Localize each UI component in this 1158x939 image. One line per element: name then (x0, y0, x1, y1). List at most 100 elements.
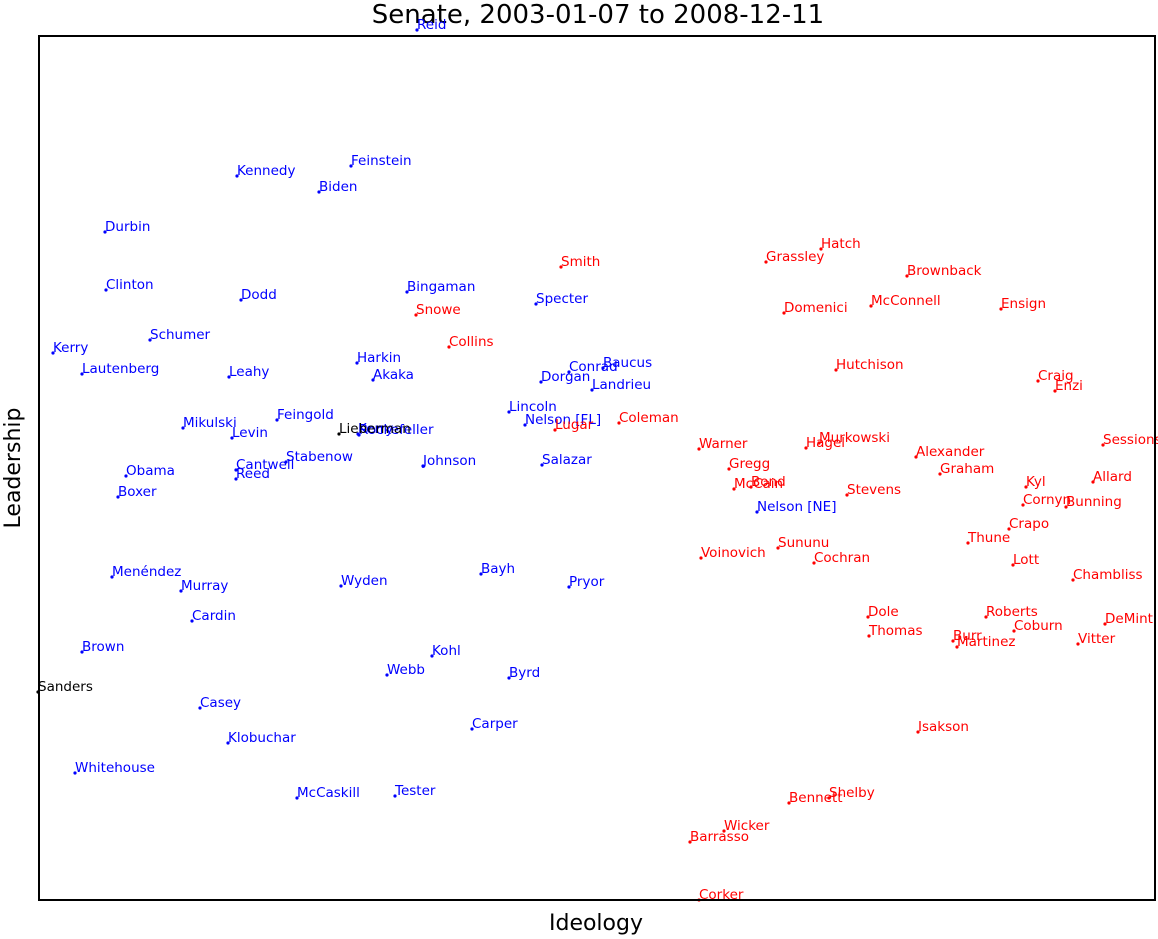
senator-point: Schumer (148, 327, 211, 343)
point-marker (804, 446, 808, 450)
point-marker (905, 274, 909, 278)
senator-point: Roberts (984, 604, 1038, 620)
point-marker (688, 840, 692, 844)
senator-point: Brownback (905, 263, 982, 279)
senator-point: Craig (1036, 368, 1074, 384)
point-label: Klobuchar (228, 730, 296, 746)
point-label: Johnson (422, 453, 476, 469)
point-label: Thomas (868, 623, 923, 639)
point-marker (430, 654, 434, 658)
senator-point: Burr (951, 628, 982, 644)
point-marker (414, 313, 418, 317)
point-label: Coburn (1014, 618, 1063, 634)
point-marker (479, 572, 483, 576)
point-marker (357, 433, 361, 437)
point-label: Akaka (373, 367, 414, 383)
senator-point: Wicker (722, 818, 770, 834)
point-marker (845, 493, 849, 497)
point-label: Nelson [NE] (757, 499, 836, 515)
point-marker (722, 829, 726, 833)
point-marker (239, 298, 243, 302)
point-label: Snowe (416, 302, 461, 318)
point-label: Murray (181, 578, 228, 594)
point-label: Webb (387, 662, 425, 678)
point-label: Lugar (555, 417, 594, 433)
point-label: Martinez (957, 634, 1015, 650)
point-label: DeMint (1105, 611, 1153, 627)
point-label: Lieberman (339, 421, 411, 437)
point-marker (235, 174, 239, 178)
point-label: Whitehouse (75, 760, 155, 776)
senator-point: Nelson [NE] (755, 499, 836, 515)
point-marker (699, 556, 703, 560)
point-label: Lautenberg (82, 361, 159, 377)
point-label: Landrieu (592, 377, 651, 393)
point-marker (371, 378, 375, 382)
point-marker (415, 28, 419, 32)
point-label: Kyl (1026, 474, 1046, 490)
senator-point: Carper (470, 716, 518, 732)
point-marker (1091, 480, 1095, 484)
point-label: Craig (1038, 368, 1074, 384)
point-marker (103, 230, 107, 234)
point-marker (355, 361, 359, 365)
point-label: Chambliss (1073, 567, 1143, 583)
point-label: McConnell (871, 293, 941, 309)
point-marker (727, 467, 731, 471)
point-marker (1053, 389, 1057, 393)
senator-point: Johnson (421, 453, 476, 469)
point-label: Grassley (766, 249, 824, 265)
senator-point: Dodd (239, 287, 277, 303)
senator-point: Lautenberg (80, 361, 159, 377)
point-label: Sununu (778, 535, 829, 551)
senator-point: Leahy (227, 364, 269, 380)
point-marker (51, 351, 55, 355)
point-label: Collins (449, 334, 494, 350)
point-label: Hutchison (836, 357, 904, 373)
chart-title: Senate, 2003-01-07 to 2008-12-11 (372, 0, 824, 30)
senator-point: Kohl (430, 643, 461, 659)
senator-point: Sununu (776, 535, 829, 551)
point-marker (534, 302, 538, 306)
senator-point: Lugar (553, 417, 594, 433)
senator-point: Lincoln (507, 399, 557, 415)
point-label: Wicker (724, 818, 770, 834)
senator-point: Levin (230, 425, 268, 441)
senator-point: Lott (1011, 552, 1039, 568)
senator-point: Menéndez (110, 564, 181, 580)
point-label: Reed (236, 466, 270, 482)
point-marker (190, 619, 194, 623)
point-marker (787, 801, 791, 805)
point-marker (337, 432, 341, 436)
senator-point: Bunning (1064, 494, 1122, 510)
senator-point: Specter (534, 291, 588, 307)
senator-point: Klobuchar (226, 730, 296, 746)
point-marker (275, 418, 279, 422)
senator-point: Cornyn (1021, 492, 1071, 508)
senator-point: Stevens (845, 482, 901, 498)
senator-point: Reed (234, 466, 270, 482)
senator-point: Wyden (339, 573, 388, 589)
point-marker (1071, 578, 1075, 582)
point-label: Barrasso (690, 829, 749, 845)
point-label: Warner (699, 436, 748, 452)
senator-point: Mikulski (181, 415, 237, 431)
point-marker (1021, 503, 1025, 507)
point-label: Conrad (569, 359, 618, 375)
point-label: Byrd (509, 665, 540, 681)
point-marker (827, 796, 831, 800)
senator-point: Cantwell (234, 457, 294, 473)
point-marker (339, 584, 343, 588)
point-marker (124, 474, 128, 478)
point-marker (405, 290, 409, 294)
senator-point: Brown (80, 639, 124, 655)
point-label: Thune (967, 530, 1010, 546)
senator-point: Domenici (782, 300, 848, 316)
point-marker (869, 304, 873, 308)
point-marker (1036, 379, 1040, 383)
point-label: Durbin (105, 219, 150, 235)
point-label: Tester (394, 783, 436, 799)
senator-point: Webb (385, 662, 425, 678)
senator-point: Crapo (1007, 516, 1049, 532)
senator-point: McCain (732, 476, 783, 492)
